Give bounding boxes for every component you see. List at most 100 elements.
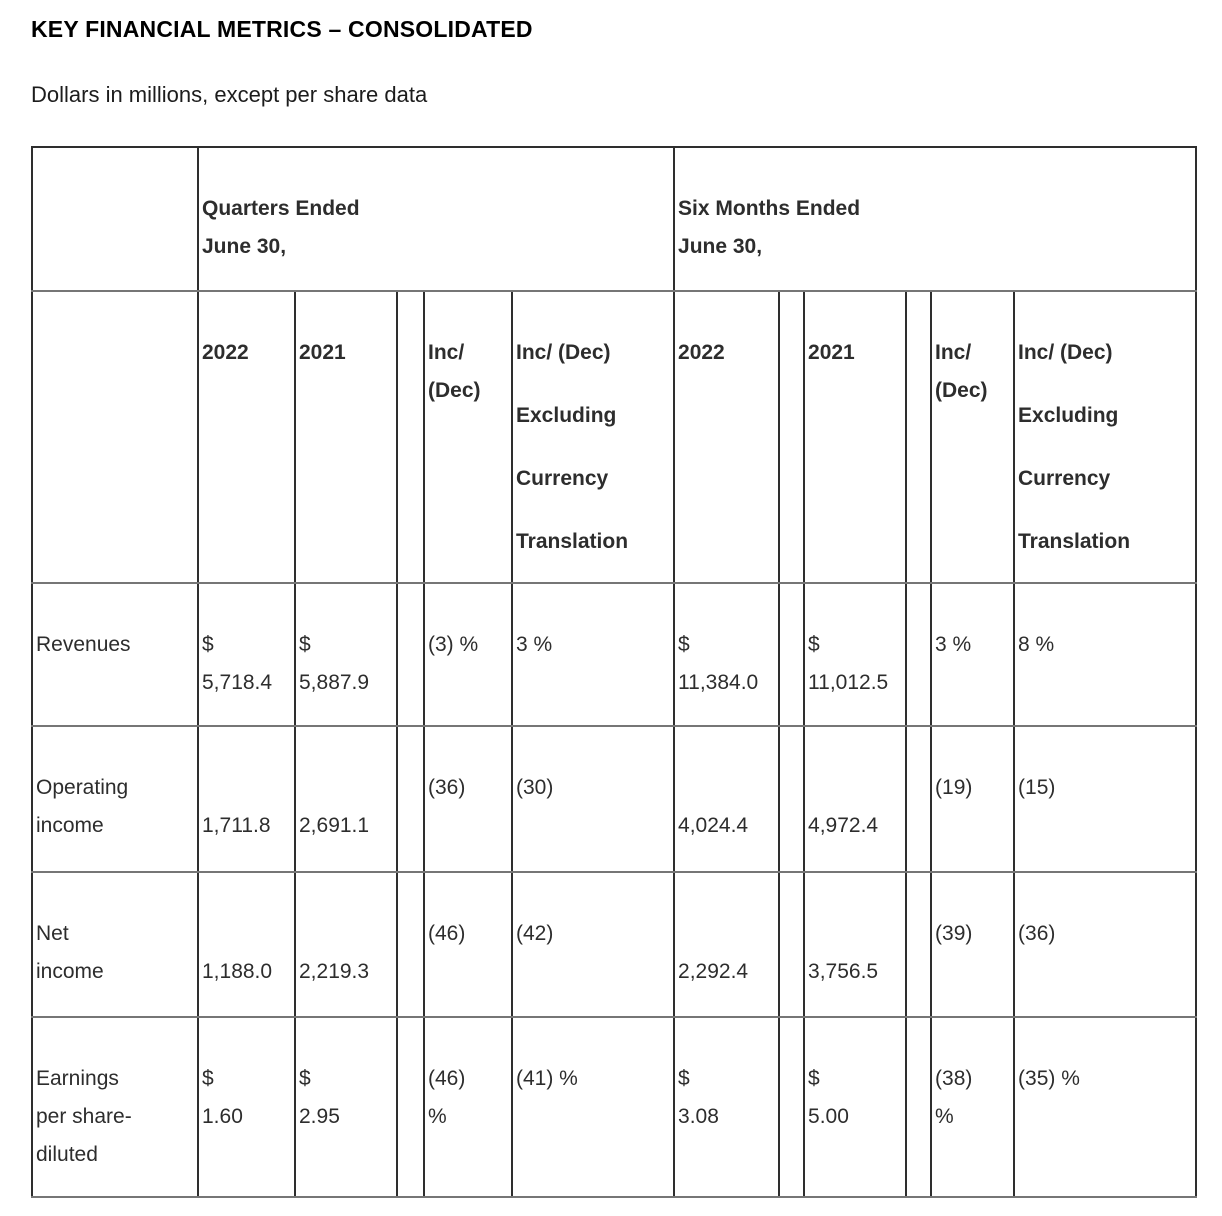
- cell-line: 3 %: [516, 633, 553, 656]
- data-cell: [905, 582, 933, 727]
- header-cell: [396, 290, 425, 584]
- cell-line: (42): [516, 922, 554, 945]
- cell-line: 2021: [299, 341, 346, 364]
- cell-line: 2,691.1: [299, 814, 370, 837]
- data-cell: 1,711.8: [197, 725, 296, 873]
- cell-line: [910, 769, 928, 807]
- cell-line: 5,718.4: [202, 671, 273, 694]
- cell-line: 1,188.0: [202, 960, 273, 983]
- header-cell: Quarters Ended June 30,: [196, 146, 676, 292]
- cell-line: (15): [1018, 776, 1056, 799]
- cell-line: 8 %: [1018, 633, 1055, 656]
- header-cell: Inc/ (Dec): [423, 290, 513, 584]
- cell-line: $: [299, 633, 311, 656]
- cell-line: [202, 915, 292, 953]
- data-cell: [905, 725, 933, 873]
- table-row: Operating income 1,711.8 2,691.1 (36) (30) 4,0…: [31, 725, 1198, 873]
- header-cell: [905, 290, 933, 584]
- cell-line: $: [678, 633, 690, 656]
- cell-line: (38): [935, 1067, 973, 1090]
- cell-line: %: [935, 1105, 954, 1128]
- data-cell: (46)%: [423, 1016, 513, 1198]
- data-cell: (39): [930, 871, 1016, 1018]
- cell-line: [401, 769, 421, 807]
- data-cell: [396, 1016, 425, 1198]
- cell-line: 11,384.0: [678, 671, 759, 694]
- row-label: Revenues: [31, 582, 199, 727]
- cell-line: Currency: [516, 467, 609, 490]
- cell-line: [808, 769, 903, 807]
- header-cell: 2022: [673, 290, 781, 584]
- data-cell: $3.08: [673, 1016, 781, 1198]
- header-cell: 2021: [294, 290, 398, 584]
- cell-line: diluted: [36, 1143, 98, 1166]
- cell-line: $: [202, 633, 214, 656]
- cell-line: $: [808, 1067, 820, 1090]
- cell-line: [910, 334, 928, 372]
- header-cell: [31, 146, 199, 292]
- cell-line: 2022: [678, 341, 725, 364]
- cell-line: (36): [1018, 922, 1056, 945]
- cell-line: $: [202, 1067, 214, 1090]
- cell-line: Excluding: [516, 404, 617, 427]
- financial-metrics-table: Quarters Ended June 30, Six Months Ended Ju…: [31, 146, 1198, 1198]
- cell-line: [783, 915, 801, 953]
- cell-line: (Dec): [428, 379, 481, 402]
- cell-line: [910, 626, 928, 664]
- data-cell: 1,188.0: [197, 871, 296, 1018]
- data-cell: [396, 871, 425, 1018]
- cell-line: [299, 915, 394, 953]
- data-cell: 8 %: [1013, 582, 1198, 727]
- data-cell: (30): [510, 725, 676, 873]
- data-cell: [396, 582, 425, 727]
- cell-line: 5.00: [808, 1105, 849, 1128]
- cell-line: $: [808, 633, 820, 656]
- cell-line: [36, 334, 195, 372]
- cell-line: Translation: [516, 530, 629, 553]
- data-cell: 2,691.1: [294, 725, 398, 873]
- cell-line: income: [36, 814, 104, 837]
- cell-line: 5,887.9: [299, 671, 370, 694]
- cell-line: (3) %: [428, 633, 479, 656]
- cell-line: Net: [36, 922, 69, 945]
- cell-line: Six Months Ended: [678, 197, 861, 220]
- cell-line: (46): [428, 922, 466, 945]
- cell-line: [783, 769, 801, 807]
- cell-line: 3,756.5: [808, 960, 879, 983]
- cell-line: [678, 915, 776, 953]
- header-cell: Inc/ (Dec): [930, 290, 1016, 584]
- data-cell: (15): [1013, 725, 1198, 873]
- cell-line: (30): [516, 776, 554, 799]
- cell-line: [401, 626, 421, 664]
- cell-line: $: [678, 1067, 690, 1090]
- data-cell: (42): [510, 871, 676, 1018]
- data-cell: $11,012.5: [803, 582, 908, 727]
- cell-line: 2,219.3: [299, 960, 370, 983]
- table-row: Net income 1,188.0 2,219.3 (46) (42) 2,292.4 3,…: [31, 871, 1198, 1018]
- header-cell: Six Months Ended June 30,: [673, 146, 1198, 292]
- header-cell: Inc/ (Dec) Excluding Currency Translation: [510, 290, 676, 584]
- data-cell: (38)%: [930, 1016, 1016, 1198]
- cell-line: Revenues: [36, 633, 131, 656]
- cell-line: 2021: [808, 341, 855, 364]
- cell-line: Translation: [1018, 530, 1131, 553]
- row-label: Net income: [31, 871, 199, 1018]
- data-cell: [778, 871, 806, 1018]
- cell-line: (39): [935, 922, 973, 945]
- data-cell: [778, 1016, 806, 1198]
- cell-line: Inc/ (Dec): [1018, 341, 1113, 364]
- cell-line: 2022: [202, 341, 249, 364]
- data-cell: (19): [930, 725, 1016, 873]
- table-row: Revenues $5,718.4 $5,887.9 (3) % 3 % $11,384.…: [31, 582, 1198, 727]
- cell-line: 2,292.4: [678, 960, 749, 983]
- data-cell: 3 %: [930, 582, 1016, 727]
- data-cell: [905, 1016, 933, 1198]
- page-subtitle: Dollars in millions, except per share da…: [31, 82, 428, 107]
- data-cell: (46): [423, 871, 513, 1018]
- data-cell: [778, 582, 806, 727]
- cell-line: [299, 769, 394, 807]
- data-cell: (35) %: [1013, 1016, 1198, 1198]
- data-cell: (41) %: [510, 1016, 676, 1198]
- row-label: Operating income: [31, 725, 199, 873]
